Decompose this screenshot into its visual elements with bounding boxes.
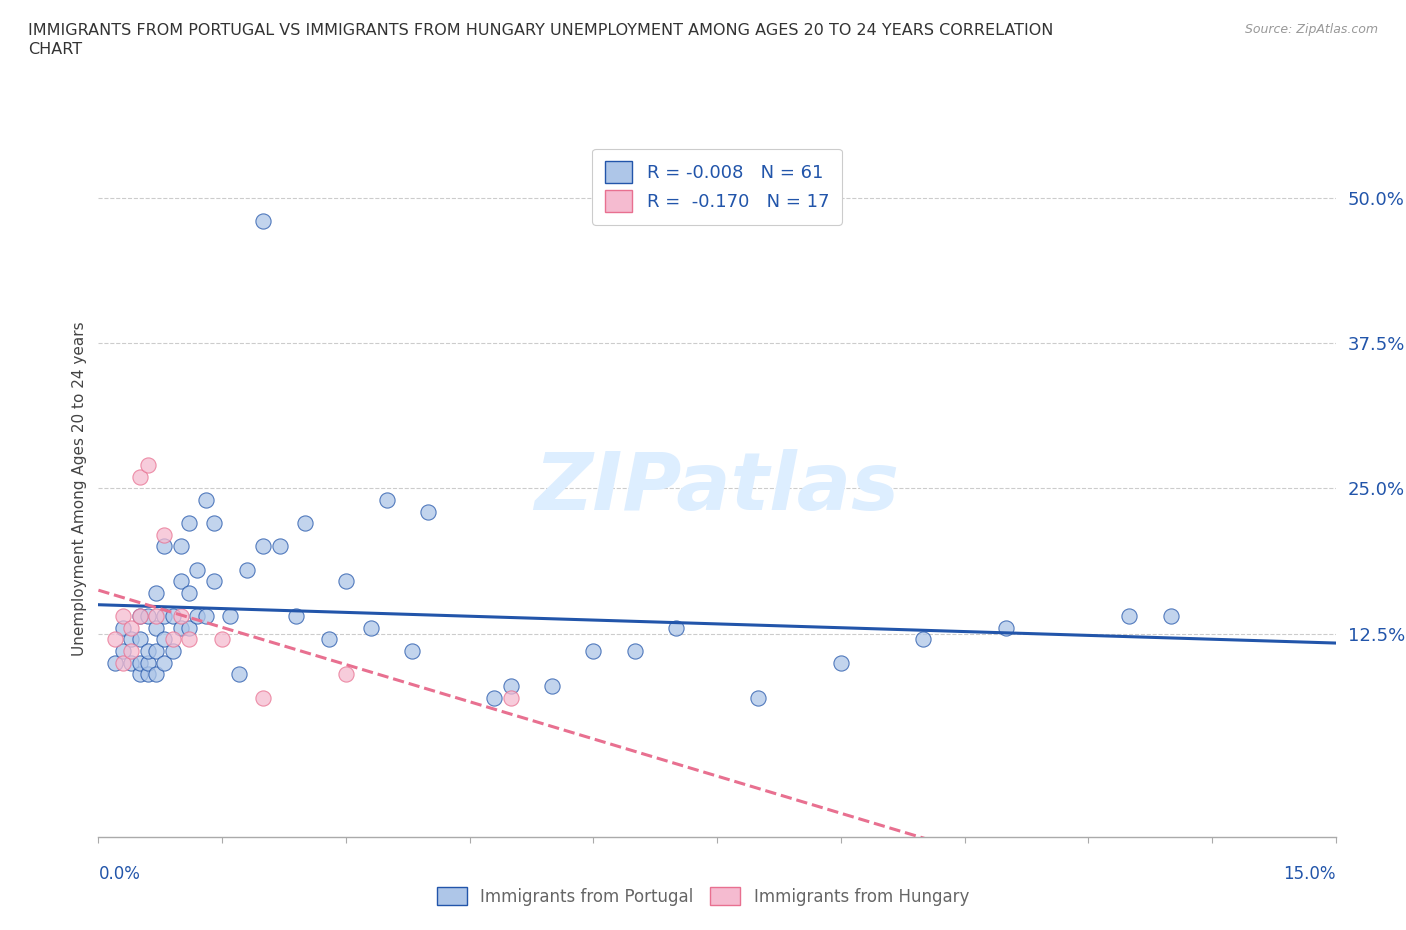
Point <box>145 667 167 682</box>
Point <box>179 620 201 635</box>
Point <box>186 609 208 624</box>
Text: IMMIGRANTS FROM PORTUGAL VS IMMIGRANTS FROM HUNGARY UNEMPLOYMENT AMONG AGES 20 T: IMMIGRANTS FROM PORTUGAL VS IMMIGRANTS F… <box>28 23 1053 38</box>
Point <box>285 609 308 624</box>
Point <box>499 679 522 694</box>
Point <box>211 632 233 647</box>
Point <box>128 632 150 647</box>
Point <box>236 562 259 577</box>
Point <box>153 609 176 624</box>
Legend: Immigrants from Portugal, Immigrants from Hungary: Immigrants from Portugal, Immigrants fro… <box>430 881 976 912</box>
Point <box>128 609 150 624</box>
Point <box>120 656 142 671</box>
Text: 15.0%: 15.0% <box>1284 865 1336 883</box>
Point <box>484 690 506 705</box>
Point <box>104 632 127 647</box>
Point <box>145 609 167 624</box>
Point <box>665 620 688 635</box>
Point <box>136 667 159 682</box>
Point <box>120 620 142 635</box>
Point <box>145 620 167 635</box>
Point <box>318 632 340 647</box>
Text: CHART: CHART <box>28 42 82 57</box>
Point <box>112 609 135 624</box>
Point <box>228 667 250 682</box>
Point <box>219 609 242 624</box>
Point <box>179 516 201 531</box>
Point <box>202 516 225 531</box>
Point <box>162 644 184 658</box>
Point <box>104 656 127 671</box>
Point <box>747 690 769 705</box>
Point <box>162 609 184 624</box>
Point <box>360 620 382 635</box>
Point <box>202 574 225 589</box>
Point <box>136 458 159 472</box>
Point <box>145 586 167 601</box>
Point <box>170 609 193 624</box>
Point <box>186 562 208 577</box>
Point <box>112 620 135 635</box>
Point <box>112 656 135 671</box>
Point <box>252 690 274 705</box>
Point <box>375 493 398 508</box>
Point <box>128 609 150 624</box>
Point <box>120 632 142 647</box>
Point <box>153 656 176 671</box>
Point <box>136 644 159 658</box>
Point <box>153 632 176 647</box>
Point <box>294 516 316 531</box>
Point <box>194 609 217 624</box>
Point <box>162 632 184 647</box>
Point <box>112 644 135 658</box>
Point <box>401 644 423 658</box>
Point <box>179 586 201 601</box>
Point <box>170 620 193 635</box>
Point <box>136 656 159 671</box>
Point <box>252 539 274 554</box>
Point <box>145 644 167 658</box>
Y-axis label: Unemployment Among Ages 20 to 24 years: Unemployment Among Ages 20 to 24 years <box>72 321 87 656</box>
Legend: R = -0.008   N = 61, R =  -0.170   N = 17: R = -0.008 N = 61, R = -0.170 N = 17 <box>592 149 842 225</box>
Text: Source: ZipAtlas.com: Source: ZipAtlas.com <box>1244 23 1378 36</box>
Point <box>170 574 193 589</box>
Point <box>541 679 564 694</box>
Point <box>128 667 150 682</box>
Point <box>582 644 605 658</box>
Point <box>1118 609 1140 624</box>
Text: ZIPatlas: ZIPatlas <box>534 449 900 527</box>
Point <box>179 632 201 647</box>
Point <box>170 539 193 554</box>
Point <box>136 609 159 624</box>
Point <box>1160 609 1182 624</box>
Point <box>153 539 176 554</box>
Text: 0.0%: 0.0% <box>98 865 141 883</box>
Point <box>128 656 150 671</box>
Point <box>830 656 852 671</box>
Point <box>335 667 357 682</box>
Point <box>623 644 645 658</box>
Point <box>120 644 142 658</box>
Point <box>499 690 522 705</box>
Point <box>994 620 1017 635</box>
Point <box>128 470 150 485</box>
Point <box>335 574 357 589</box>
Point <box>153 527 176 542</box>
Point <box>269 539 291 554</box>
Point <box>912 632 935 647</box>
Point <box>418 504 440 519</box>
Point <box>252 214 274 229</box>
Point <box>194 493 217 508</box>
